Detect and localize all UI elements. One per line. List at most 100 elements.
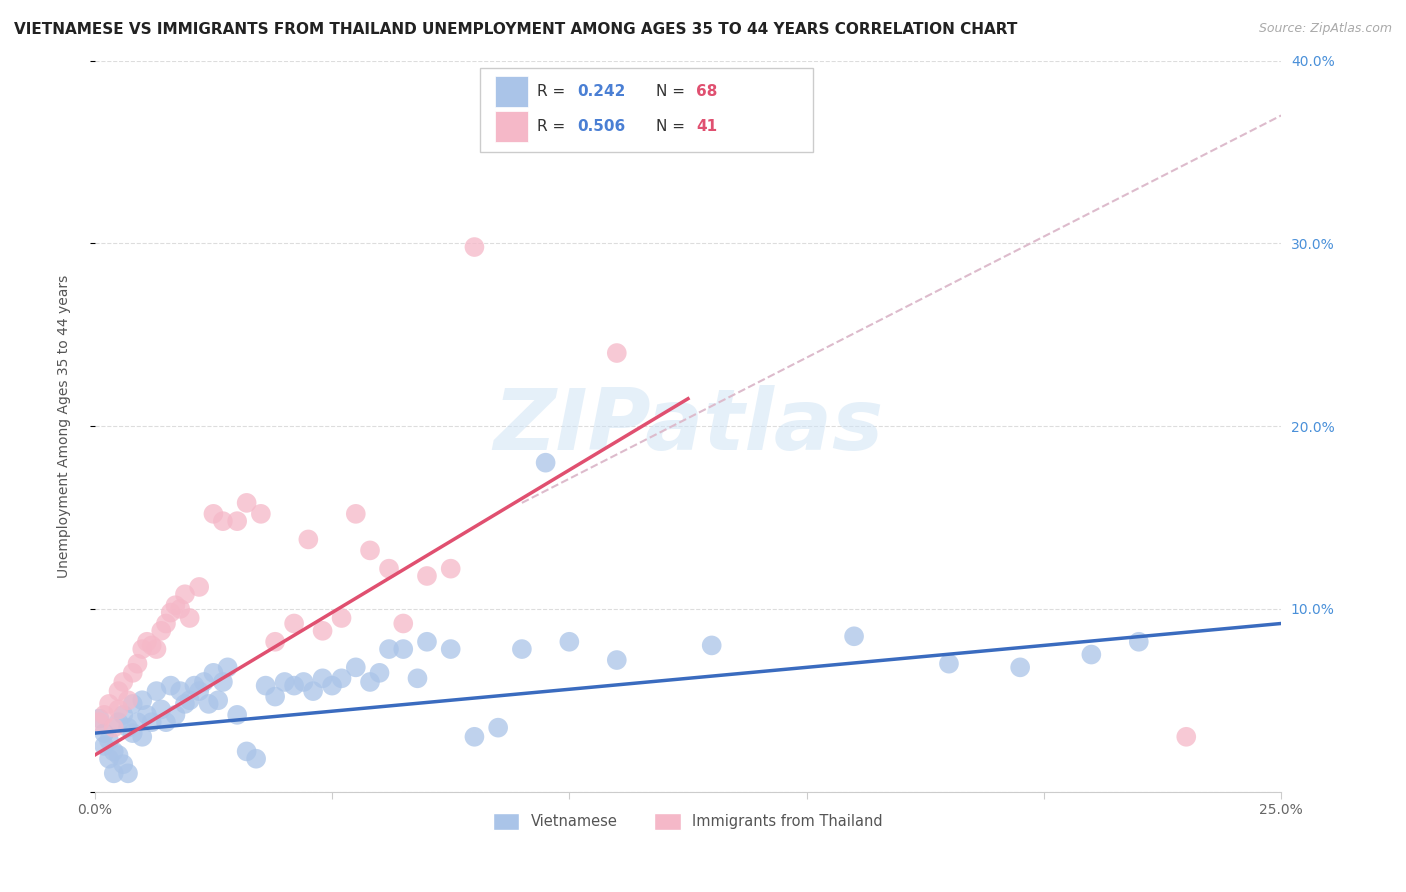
Point — [254, 679, 277, 693]
Point — [117, 766, 139, 780]
Point — [700, 639, 723, 653]
Point — [98, 752, 121, 766]
Point — [1175, 730, 1198, 744]
Point — [378, 562, 401, 576]
Point — [121, 665, 143, 680]
Point — [169, 684, 191, 698]
Point — [117, 721, 139, 735]
Point — [127, 657, 149, 671]
Point — [250, 507, 273, 521]
Point — [207, 693, 229, 707]
Point — [131, 693, 153, 707]
Legend: Vietnamese, Immigrants from Thailand: Vietnamese, Immigrants from Thailand — [488, 807, 889, 836]
Text: 0.242: 0.242 — [578, 84, 626, 99]
Text: N =: N = — [657, 119, 690, 134]
Point — [283, 616, 305, 631]
Point — [141, 639, 163, 653]
Point — [145, 642, 167, 657]
Point — [103, 744, 125, 758]
Point — [98, 697, 121, 711]
Point — [1080, 648, 1102, 662]
Point — [107, 684, 129, 698]
Point — [406, 671, 429, 685]
Text: 0.506: 0.506 — [578, 119, 626, 134]
Point — [197, 697, 219, 711]
Point — [534, 456, 557, 470]
Point — [174, 587, 197, 601]
Point — [169, 602, 191, 616]
Point — [416, 569, 439, 583]
Point — [416, 634, 439, 648]
Point — [188, 684, 211, 698]
Text: VIETNAMESE VS IMMIGRANTS FROM THAILAND UNEMPLOYMENT AMONG AGES 35 TO 44 YEARS CO: VIETNAMESE VS IMMIGRANTS FROM THAILAND U… — [14, 22, 1018, 37]
Point — [145, 684, 167, 698]
Point — [93, 726, 115, 740]
Text: R =: R = — [537, 84, 571, 99]
Point — [93, 707, 115, 722]
Point — [155, 616, 177, 631]
Point — [212, 514, 235, 528]
Text: ZIPatlas: ZIPatlas — [494, 384, 883, 467]
Point — [283, 679, 305, 693]
Point — [103, 766, 125, 780]
Point — [179, 611, 201, 625]
Point — [606, 653, 628, 667]
Point — [463, 240, 485, 254]
Point — [344, 507, 367, 521]
Point — [159, 679, 181, 693]
Point — [131, 730, 153, 744]
Point — [1128, 634, 1150, 648]
Point — [93, 739, 115, 753]
Point — [89, 712, 111, 726]
Point — [112, 675, 135, 690]
Point — [127, 715, 149, 730]
Point — [107, 715, 129, 730]
Point — [463, 730, 485, 744]
FancyBboxPatch shape — [481, 68, 813, 152]
Point — [183, 679, 205, 693]
Point — [136, 634, 159, 648]
Point — [117, 693, 139, 707]
Point — [392, 616, 415, 631]
Point — [98, 733, 121, 747]
Point — [121, 726, 143, 740]
Point — [112, 757, 135, 772]
Point — [311, 671, 333, 685]
Point — [226, 514, 249, 528]
Point — [245, 752, 267, 766]
Point — [150, 624, 173, 638]
Point — [155, 715, 177, 730]
Point — [264, 634, 287, 648]
Point — [89, 715, 111, 730]
Point — [136, 707, 159, 722]
Point — [112, 707, 135, 722]
Point — [311, 624, 333, 638]
Point — [302, 684, 325, 698]
Point — [378, 642, 401, 657]
Point — [292, 675, 315, 690]
Point — [217, 660, 239, 674]
Y-axis label: Unemployment Among Ages 35 to 44 years: Unemployment Among Ages 35 to 44 years — [58, 275, 72, 578]
Point — [159, 606, 181, 620]
Point — [131, 642, 153, 657]
Point — [141, 715, 163, 730]
Point — [226, 707, 249, 722]
Point — [330, 611, 353, 625]
Point — [121, 697, 143, 711]
Point — [297, 533, 319, 547]
Text: R =: R = — [537, 119, 571, 134]
Point — [188, 580, 211, 594]
Point — [179, 693, 201, 707]
Text: 41: 41 — [696, 119, 717, 134]
Point — [359, 543, 381, 558]
Point — [235, 744, 257, 758]
Point — [606, 346, 628, 360]
Text: 68: 68 — [696, 84, 717, 99]
Point — [150, 702, 173, 716]
Point — [193, 675, 215, 690]
Point — [359, 675, 381, 690]
FancyBboxPatch shape — [495, 112, 527, 142]
Point — [1010, 660, 1032, 674]
Point — [842, 629, 865, 643]
Text: N =: N = — [657, 84, 690, 99]
